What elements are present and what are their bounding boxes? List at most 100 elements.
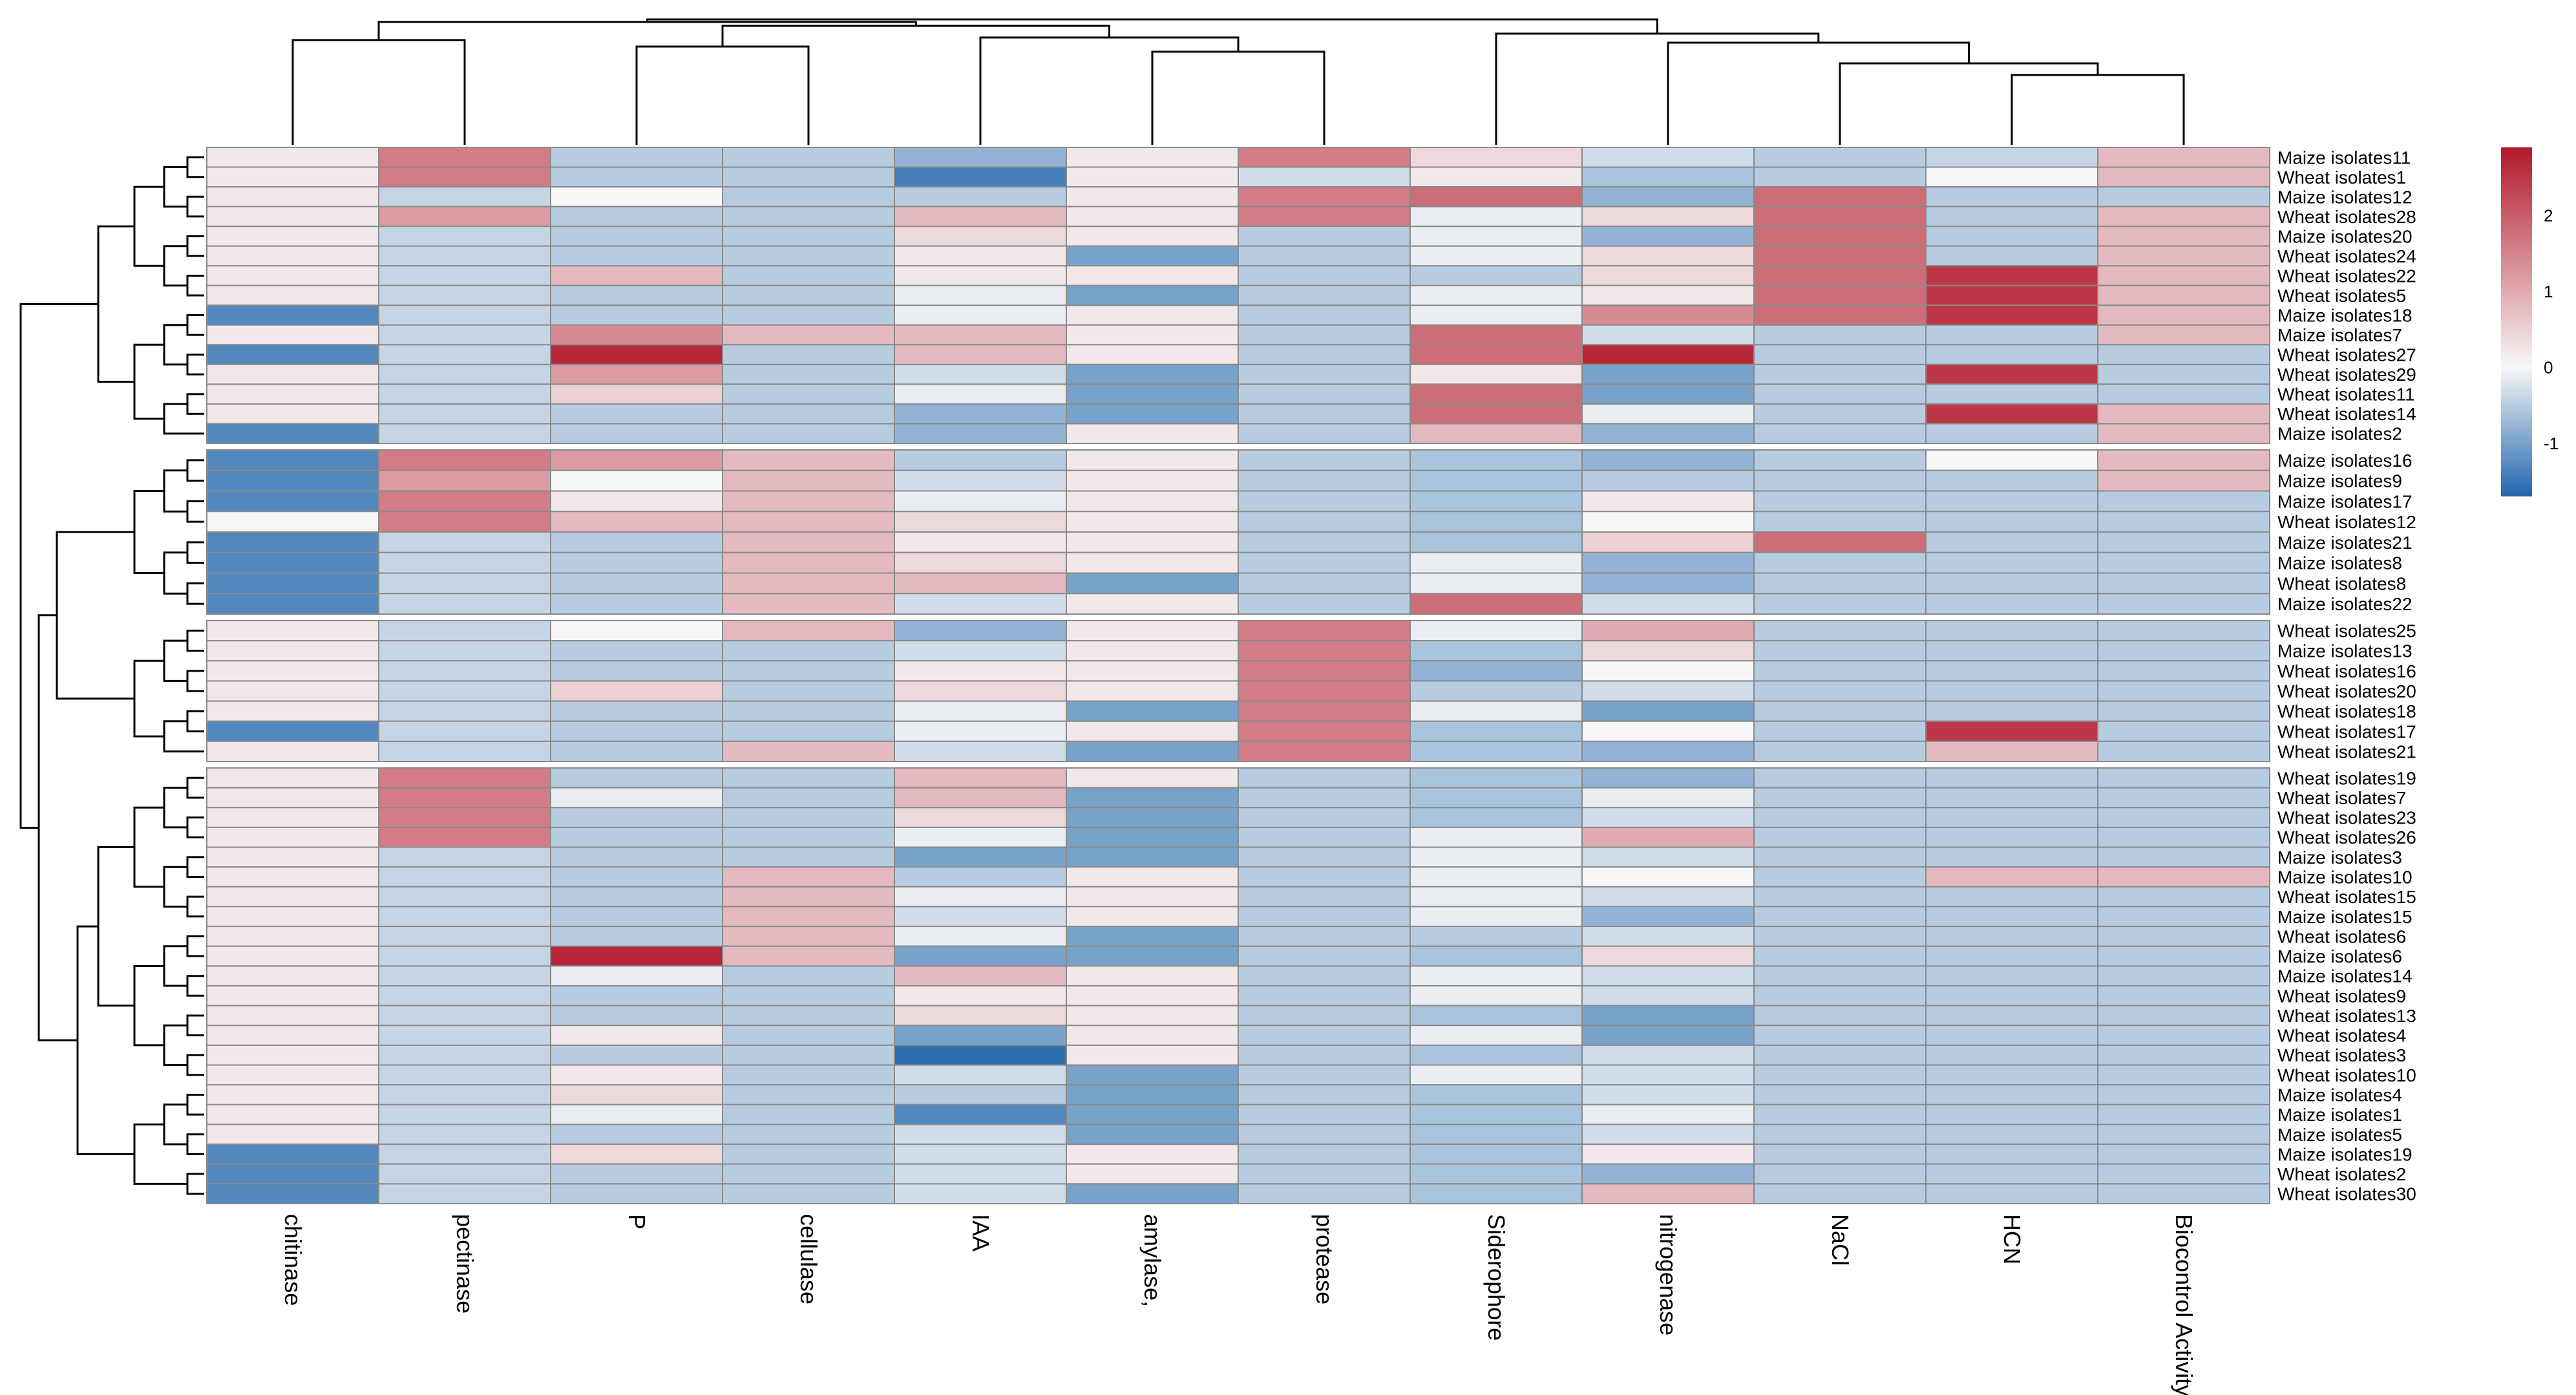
dendrogram-branch bbox=[56, 531, 134, 700]
heatmap-cell bbox=[1581, 531, 1755, 553]
heatmap-cell bbox=[2097, 490, 2270, 513]
heatmap-cell bbox=[1066, 826, 1239, 848]
column-label: HCN bbox=[1999, 1214, 2025, 1264]
dendrogram-branch bbox=[186, 1014, 204, 1037]
heatmap-cell bbox=[894, 680, 1067, 702]
heatmap-cell bbox=[1753, 1144, 1927, 1165]
heatmap-cell bbox=[1753, 363, 1927, 385]
heatmap-cell bbox=[378, 886, 551, 908]
heatmap-cell bbox=[1066, 740, 1239, 763]
row-label: Maize isolates7 bbox=[2277, 325, 2402, 345]
heatmap-cell bbox=[1925, 147, 2098, 168]
row-label: Maize isolates12 bbox=[2277, 187, 2412, 207]
heatmap-cell bbox=[550, 1163, 723, 1185]
heatmap-cell bbox=[1066, 1144, 1239, 1165]
heatmap-cell bbox=[378, 1044, 551, 1066]
dendrogram-branch bbox=[186, 500, 204, 523]
row-label: Wheat isolates21 bbox=[2277, 741, 2416, 761]
heatmap-cell bbox=[550, 423, 723, 445]
heatmap-cell bbox=[2097, 423, 2270, 445]
heatmap-cell bbox=[378, 700, 551, 722]
row-label: Wheat isolates13 bbox=[2277, 1006, 2416, 1026]
heatmap-cell bbox=[378, 767, 551, 789]
heatmap-cell bbox=[1581, 572, 1755, 595]
heatmap-cell bbox=[722, 906, 895, 928]
heatmap-cell bbox=[550, 826, 723, 848]
heatmap-cell bbox=[206, 572, 379, 595]
dendrogram-branch bbox=[163, 245, 187, 287]
heatmap-cell bbox=[1581, 449, 1755, 471]
heatmap-cell bbox=[2097, 147, 2270, 168]
heatmap-cell bbox=[1925, 965, 2098, 987]
row-label: Wheat isolates17 bbox=[2277, 721, 2416, 741]
dendrogram-branch bbox=[377, 21, 917, 40]
heatmap-cell bbox=[1066, 1103, 1239, 1125]
legend-tick-label: 1 bbox=[2544, 282, 2553, 301]
heatmap-cell bbox=[550, 166, 723, 188]
heatmap-cell bbox=[1066, 511, 1239, 533]
heatmap-cell bbox=[894, 700, 1067, 722]
heatmap-cell bbox=[722, 423, 895, 445]
row-label: Wheat isolates4 bbox=[2277, 1026, 2406, 1046]
heatmap-cell bbox=[894, 846, 1067, 868]
heatmap-cell bbox=[1409, 926, 1583, 947]
heatmap-cell bbox=[894, 620, 1067, 642]
heatmap-cell bbox=[206, 1103, 379, 1125]
heatmap-cell bbox=[2097, 1084, 2270, 1105]
heatmap-cell bbox=[1238, 945, 1411, 967]
heatmap-cell bbox=[2097, 383, 2270, 405]
column-label: Biocontrol Activity bbox=[2171, 1214, 2197, 1395]
heatmap-cell bbox=[722, 531, 895, 553]
heatmap-cell bbox=[378, 926, 551, 947]
heatmap-cell bbox=[1581, 383, 1755, 405]
heatmap-cell bbox=[894, 660, 1067, 682]
heatmap-cell bbox=[894, 906, 1067, 928]
heatmap-cell bbox=[722, 449, 895, 471]
heatmap-cell bbox=[1066, 965, 1239, 987]
heatmap-cell bbox=[1238, 767, 1411, 789]
heatmap-cell bbox=[1238, 344, 1411, 365]
heatmap-cell bbox=[1753, 265, 1927, 286]
heatmap-cell bbox=[1581, 1044, 1755, 1066]
dendrogram-branch bbox=[163, 166, 187, 208]
heatmap-cell bbox=[1925, 1005, 2098, 1027]
heatmap-cell bbox=[206, 1025, 379, 1046]
heatmap-cell bbox=[1238, 1025, 1411, 1046]
heatmap-cell bbox=[2097, 363, 2270, 385]
heatmap-cell bbox=[378, 660, 551, 682]
dendrogram-branch bbox=[979, 36, 1240, 145]
heatmap-cell bbox=[1753, 511, 1927, 533]
row-label: Wheat isolates28 bbox=[2277, 207, 2416, 227]
heatmap-cell bbox=[894, 1103, 1067, 1125]
heatmap-cell bbox=[1581, 1123, 1755, 1145]
dendrogram-branch bbox=[186, 895, 204, 918]
heatmap-cell bbox=[1925, 490, 2098, 513]
heatmap-cell bbox=[2097, 720, 2270, 742]
heatmap-cell bbox=[1753, 1123, 1927, 1145]
heatmap-cell bbox=[550, 1064, 723, 1086]
heatmap-cell bbox=[1409, 720, 1583, 742]
heatmap-cell bbox=[1409, 787, 1583, 809]
heatmap-cell bbox=[894, 787, 1067, 809]
column-label: P bbox=[624, 1214, 650, 1230]
heatmap-cell bbox=[1581, 490, 1755, 513]
row-label: Wheat isolates30 bbox=[2277, 1184, 2416, 1204]
heatmap-cell bbox=[2097, 469, 2270, 492]
dendrogram-branch bbox=[133, 806, 164, 888]
heatmap-cell bbox=[1066, 490, 1239, 513]
heatmap-cell bbox=[894, 186, 1067, 208]
heatmap-cell bbox=[1925, 245, 2098, 267]
heatmap-cell bbox=[1581, 593, 1755, 615]
dendrogram-branch bbox=[133, 490, 164, 574]
heatmap-cell bbox=[1925, 1123, 2098, 1145]
heatmap-cell bbox=[1753, 593, 1927, 615]
heatmap-cell bbox=[722, 265, 895, 286]
heatmap-cell bbox=[1066, 383, 1239, 405]
heatmap-cell bbox=[1066, 640, 1239, 662]
heatmap-cell bbox=[206, 363, 379, 385]
row-label: Maize isolates6 bbox=[2277, 946, 2402, 966]
heatmap-cell bbox=[1581, 985, 1755, 1006]
heatmap-cell bbox=[1066, 680, 1239, 702]
heatmap-cell bbox=[1925, 640, 2098, 662]
